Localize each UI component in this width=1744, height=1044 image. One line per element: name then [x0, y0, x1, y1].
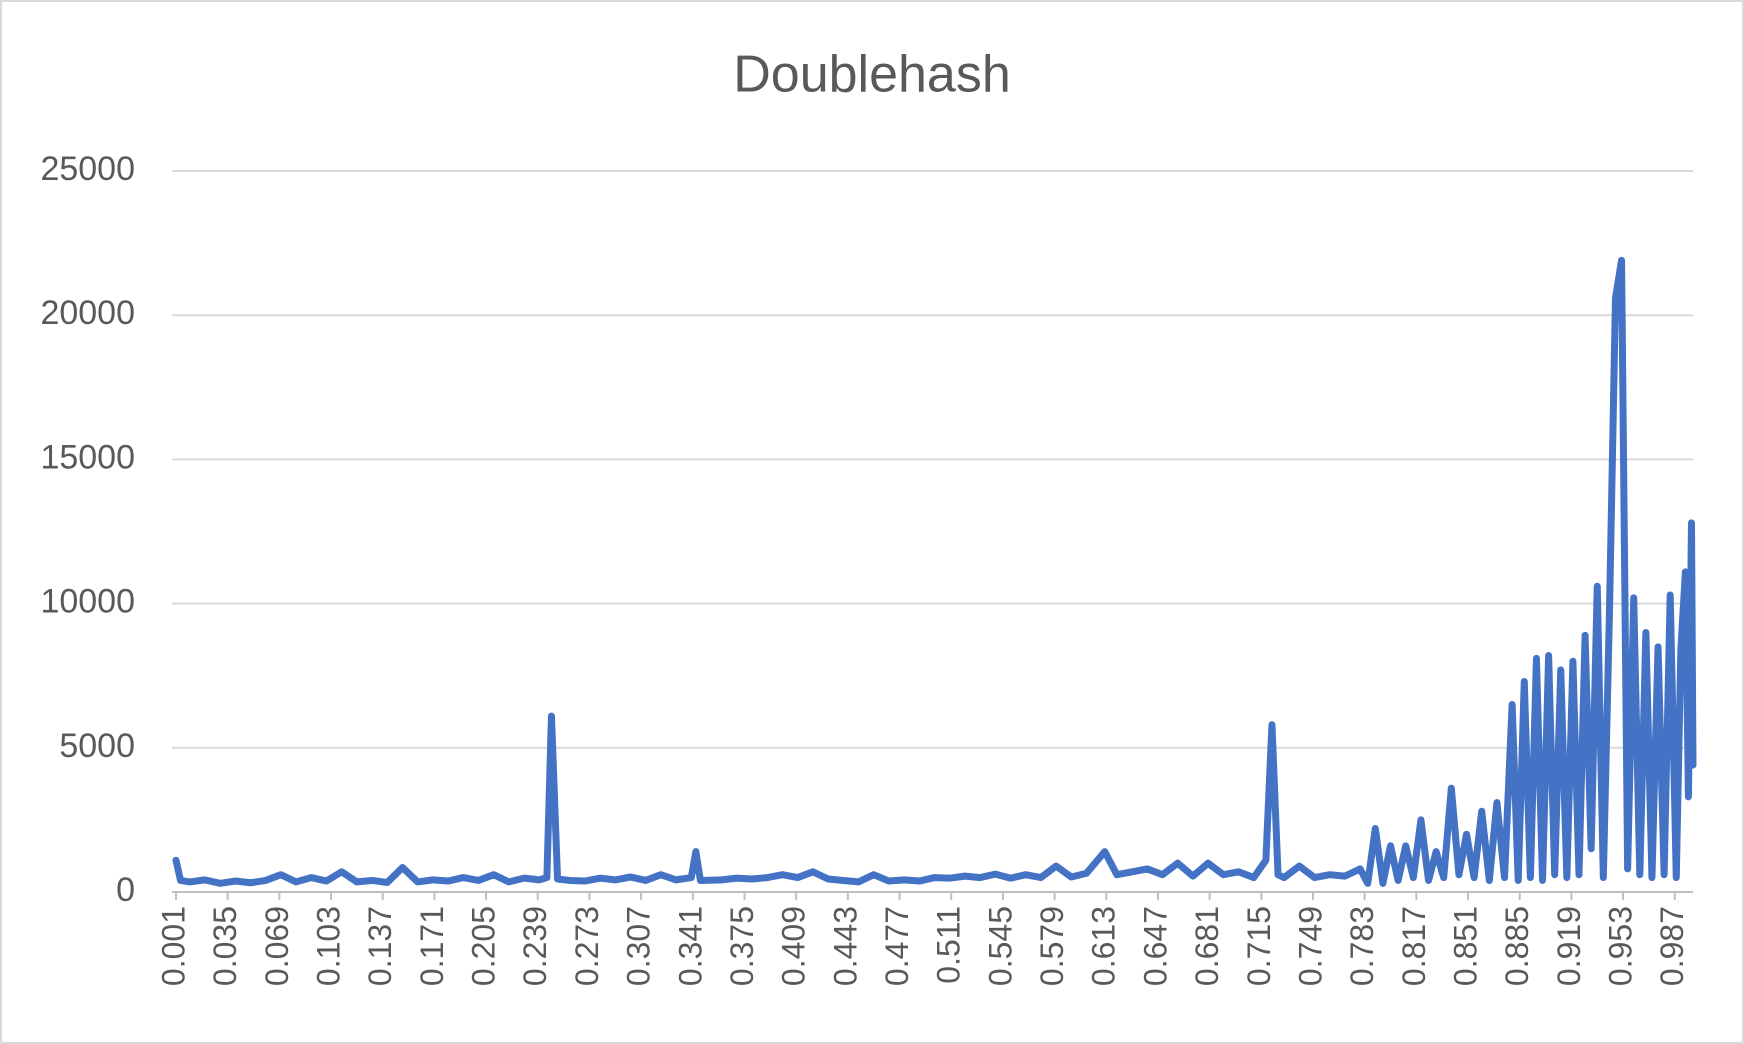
x-tick-label: 0.851: [1447, 906, 1483, 986]
x-tick-label: 0.205: [466, 906, 502, 986]
x-tick-label: 0.817: [1396, 906, 1432, 986]
x-tick-label: 0.783: [1344, 906, 1380, 986]
x-tick-label: 0.715: [1241, 906, 1277, 986]
x-tick-label: 0.273: [569, 906, 605, 986]
x-tick-label: 0.035: [207, 906, 243, 986]
x-tick-label: 0.647: [1137, 906, 1173, 986]
x-tick-label: 0.103: [310, 906, 346, 986]
data-line: [172, 256, 1697, 887]
x-tick-label: 0.579: [1034, 906, 1070, 986]
x-tick-label: 0.987: [1654, 906, 1690, 986]
y-tick-label: 15000: [40, 438, 135, 476]
x-tick-label: 0.239: [517, 906, 553, 986]
y-tick-label: 20000: [40, 294, 135, 332]
x-tick-label: 0.749: [1292, 906, 1328, 986]
x-tick-label: 0.001: [155, 906, 191, 986]
y-tick-label: 10000: [40, 583, 135, 621]
x-tick-label: 0.919: [1551, 906, 1587, 986]
y-tick-label: 25000: [40, 150, 135, 188]
x-tick-label: 0.953: [1603, 906, 1639, 986]
x-tick-label: 0.375: [724, 906, 760, 986]
x-tick-label: 0.885: [1499, 906, 1535, 986]
chart-title: Doublehash: [733, 46, 1011, 104]
y-tick-label: 0: [116, 871, 135, 909]
x-tick-label: 0.137: [362, 906, 398, 986]
x-tick-label: 0.307: [621, 906, 657, 986]
x-tick-label: 0.341: [672, 906, 708, 986]
x-tick-label: 0.681: [1189, 906, 1225, 986]
x-tick-label: 0.511: [931, 906, 967, 984]
x-tick-label: 0.069: [259, 906, 295, 986]
x-tick-label: 0.409: [776, 906, 812, 986]
x-tick-label: 0.171: [414, 906, 450, 986]
x-tick-label: 0.613: [1086, 906, 1122, 986]
y-tick-label: 5000: [59, 727, 135, 765]
x-tick-label: 0.443: [827, 906, 863, 986]
x-tick-label: 0.545: [982, 906, 1018, 986]
x-tick-label: 0.477: [879, 906, 915, 986]
